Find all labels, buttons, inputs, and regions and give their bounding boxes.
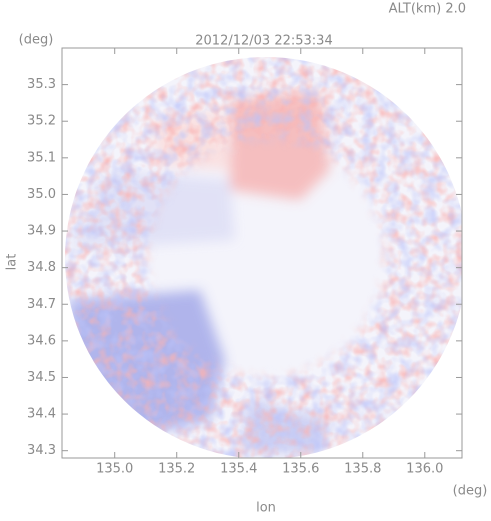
x-tick-label: 135.8 bbox=[344, 462, 381, 477]
y-tick-label: 34.5 bbox=[27, 370, 56, 385]
x-tick-label: 135.2 bbox=[158, 462, 195, 477]
x-axis-label: lon bbox=[256, 501, 276, 516]
y-tick-label: 34.6 bbox=[27, 333, 56, 348]
x-tick-label: 136.0 bbox=[406, 462, 443, 477]
y-axis-label: lat bbox=[5, 254, 20, 271]
y-tick-label: 35.1 bbox=[27, 150, 56, 165]
y-tick-label: 34.3 bbox=[27, 443, 56, 458]
x-tick-label: 135.6 bbox=[282, 462, 319, 477]
plot-frame bbox=[61, 47, 463, 459]
y-tick-label: 34.7 bbox=[27, 297, 56, 312]
radar-field bbox=[65, 57, 462, 458]
y-tick-label: 35.0 bbox=[27, 187, 56, 202]
y-tick-label: 34.4 bbox=[27, 407, 56, 422]
y-tick-label: 35.2 bbox=[27, 114, 56, 129]
y-tick-label: 35.3 bbox=[27, 77, 56, 92]
y-tick-label: 34.8 bbox=[27, 260, 56, 275]
x-unit: (deg) bbox=[453, 484, 488, 499]
x-tick-label: 135.0 bbox=[96, 462, 133, 477]
y-unit: (deg) bbox=[19, 33, 54, 48]
annotation: ALT(km) 2.0 bbox=[389, 2, 466, 17]
y-tick-label: 34.9 bbox=[27, 224, 56, 239]
x-tick-label: 135.4 bbox=[220, 462, 257, 477]
chart-title: 2012/12/03 22:53:34 bbox=[195, 34, 332, 49]
